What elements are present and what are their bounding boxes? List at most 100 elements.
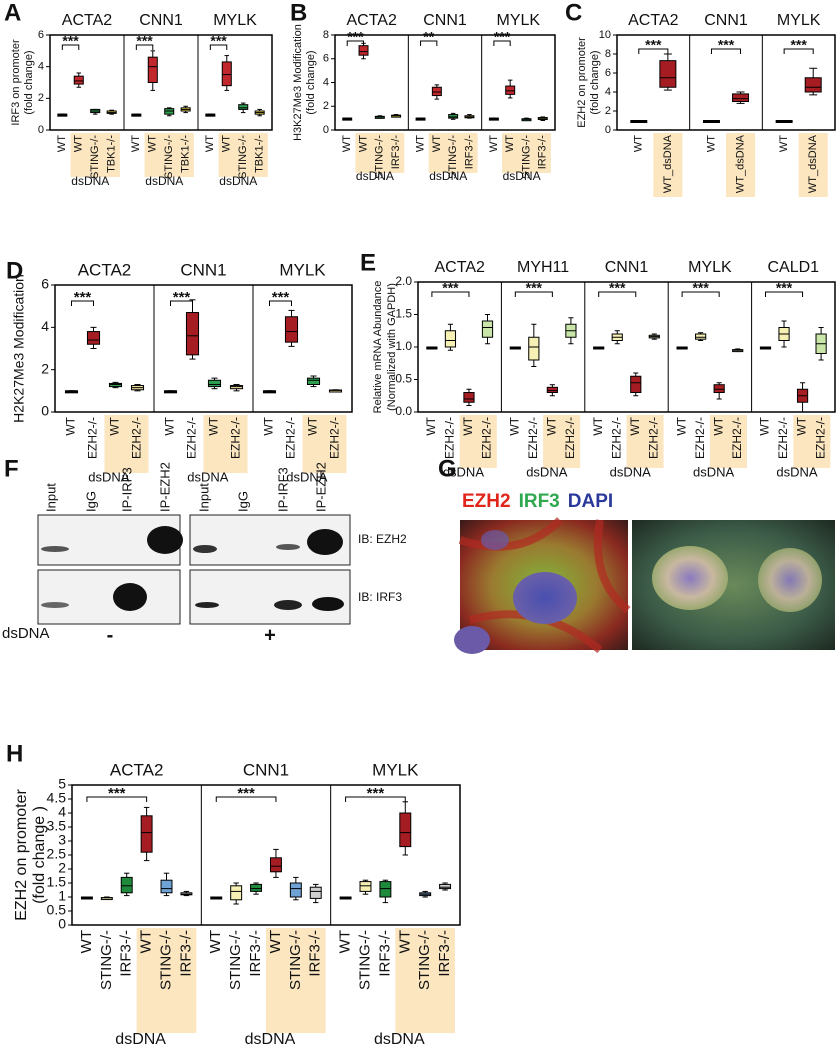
x-tick-label: WT bbox=[204, 135, 216, 152]
x-tick-label: EZH2-/- bbox=[563, 417, 577, 459]
group-name: CNN1 bbox=[704, 12, 748, 29]
box bbox=[309, 886, 322, 899]
y-tick-label: 4 bbox=[58, 804, 66, 820]
condition-shade bbox=[459, 415, 497, 468]
x-tick-label: WT bbox=[396, 930, 413, 953]
box bbox=[359, 881, 372, 892]
x-tick-label: IRF3-/- bbox=[177, 930, 194, 977]
plot-frame bbox=[616, 34, 836, 131]
nucleus bbox=[481, 530, 509, 550]
panel-label: B bbox=[290, 0, 307, 26]
nucleus bbox=[758, 548, 822, 612]
x-tick-label: WT bbox=[267, 930, 284, 953]
treatment: + bbox=[264, 624, 276, 646]
significance-bracket bbox=[431, 291, 470, 297]
condition-shade bbox=[203, 415, 248, 473]
x-tick-label: STING-/- bbox=[416, 930, 433, 990]
significance-bracket bbox=[170, 300, 193, 306]
box bbox=[120, 876, 133, 894]
x-tick-label: WT_dsDNA bbox=[734, 134, 746, 193]
x-tick-label: WT bbox=[337, 930, 354, 953]
x-tick-label: WT bbox=[262, 416, 276, 435]
significance-label: *** bbox=[136, 33, 153, 49]
y-tick-label: 6 bbox=[41, 276, 49, 292]
box bbox=[221, 61, 232, 87]
band bbox=[41, 546, 69, 552]
significance-bracket bbox=[514, 291, 553, 297]
y-tick-label: 2.0 bbox=[395, 274, 412, 288]
group-name: CNN1 bbox=[139, 12, 183, 29]
x-tick-label: WT bbox=[414, 135, 426, 152]
plot-frame bbox=[49, 34, 273, 131]
x-tick-label: WT bbox=[674, 416, 688, 435]
panel-label: A bbox=[4, 0, 21, 26]
x-tick-label: WT bbox=[545, 416, 559, 435]
box bbox=[713, 384, 725, 394]
condition-label: dsDNA bbox=[219, 174, 257, 188]
y-tick-label: 6 bbox=[605, 67, 611, 79]
box bbox=[73, 75, 84, 85]
significance-label: *** bbox=[62, 33, 79, 49]
x-tick-label: IRF3-/- bbox=[390, 135, 402, 170]
x-tick-label: IRF3-/- bbox=[436, 930, 453, 977]
y-axis-label: (fold change ) bbox=[31, 806, 48, 904]
x-tick-label: IRF3-/- bbox=[463, 135, 475, 170]
treatment: - bbox=[107, 624, 114, 646]
significance-bracket bbox=[765, 291, 804, 297]
condition-label: dsDNA bbox=[693, 464, 735, 479]
box bbox=[546, 386, 558, 393]
significance-label: ** bbox=[423, 29, 434, 45]
significance-bracket bbox=[346, 40, 365, 46]
plot-frame bbox=[54, 284, 353, 413]
band bbox=[41, 602, 69, 608]
nucleus bbox=[652, 546, 728, 610]
significance-label: *** bbox=[237, 785, 255, 802]
box bbox=[306, 377, 321, 385]
y-tick-label: 3 bbox=[58, 832, 66, 848]
box bbox=[630, 375, 642, 393]
x-tick-label: EZH2-/- bbox=[646, 417, 660, 459]
condition-label: dsDNA bbox=[526, 464, 568, 479]
box bbox=[463, 392, 475, 403]
x-tick-label: WT bbox=[424, 416, 438, 435]
x-tick-label: WT_dsDNA bbox=[807, 134, 819, 193]
y-tick-label: 4.5 bbox=[47, 790, 67, 806]
y-axis-label: (fold change) bbox=[589, 50, 601, 114]
condition-shade bbox=[104, 415, 149, 473]
box bbox=[238, 104, 249, 110]
x-tick-label: EZH2-/- bbox=[480, 417, 494, 459]
x-tick-label: IRF3-/- bbox=[307, 930, 324, 977]
box bbox=[86, 331, 101, 345]
y-tick-label: 0 bbox=[605, 124, 611, 136]
group-name: MYLK bbox=[213, 12, 257, 29]
y-tick-label: 6 bbox=[323, 53, 329, 65]
significance-bracket bbox=[681, 291, 720, 297]
significance-bracket bbox=[135, 44, 154, 50]
box bbox=[140, 815, 153, 853]
y-tick-label: 2 bbox=[58, 860, 66, 876]
x-tick-label: EZH2-/- bbox=[730, 417, 744, 459]
y-axis-label: (fold change) bbox=[305, 50, 317, 114]
group-name: CNN1 bbox=[243, 760, 289, 779]
box bbox=[732, 93, 750, 103]
y-tick-label: 5 bbox=[58, 776, 66, 792]
condition-label: dsDNA bbox=[610, 464, 652, 479]
condition-label: dsDNA bbox=[429, 169, 467, 183]
y-tick-label: 0 bbox=[41, 403, 49, 419]
significance-label: *** bbox=[367, 785, 385, 802]
y-axis-label: EZH2 on promoter bbox=[576, 37, 588, 128]
x-tick-label: EZH2-/- bbox=[229, 417, 243, 459]
significance-label: *** bbox=[692, 280, 709, 296]
significance-bracket bbox=[345, 796, 406, 802]
significance-label: *** bbox=[645, 37, 662, 53]
significance-label: *** bbox=[609, 280, 626, 296]
box bbox=[250, 883, 263, 892]
x-tick-label: IRF3-/- bbox=[376, 930, 393, 977]
significance-bracket bbox=[598, 291, 637, 297]
y-axis-label: (Normalized with GAPDH) bbox=[386, 283, 398, 411]
x-tick-label: WT bbox=[56, 135, 68, 152]
condition-shade bbox=[726, 133, 756, 197]
condition-shade bbox=[428, 133, 478, 173]
x-tick-label: EZH2-/- bbox=[284, 417, 298, 459]
box bbox=[448, 114, 459, 119]
